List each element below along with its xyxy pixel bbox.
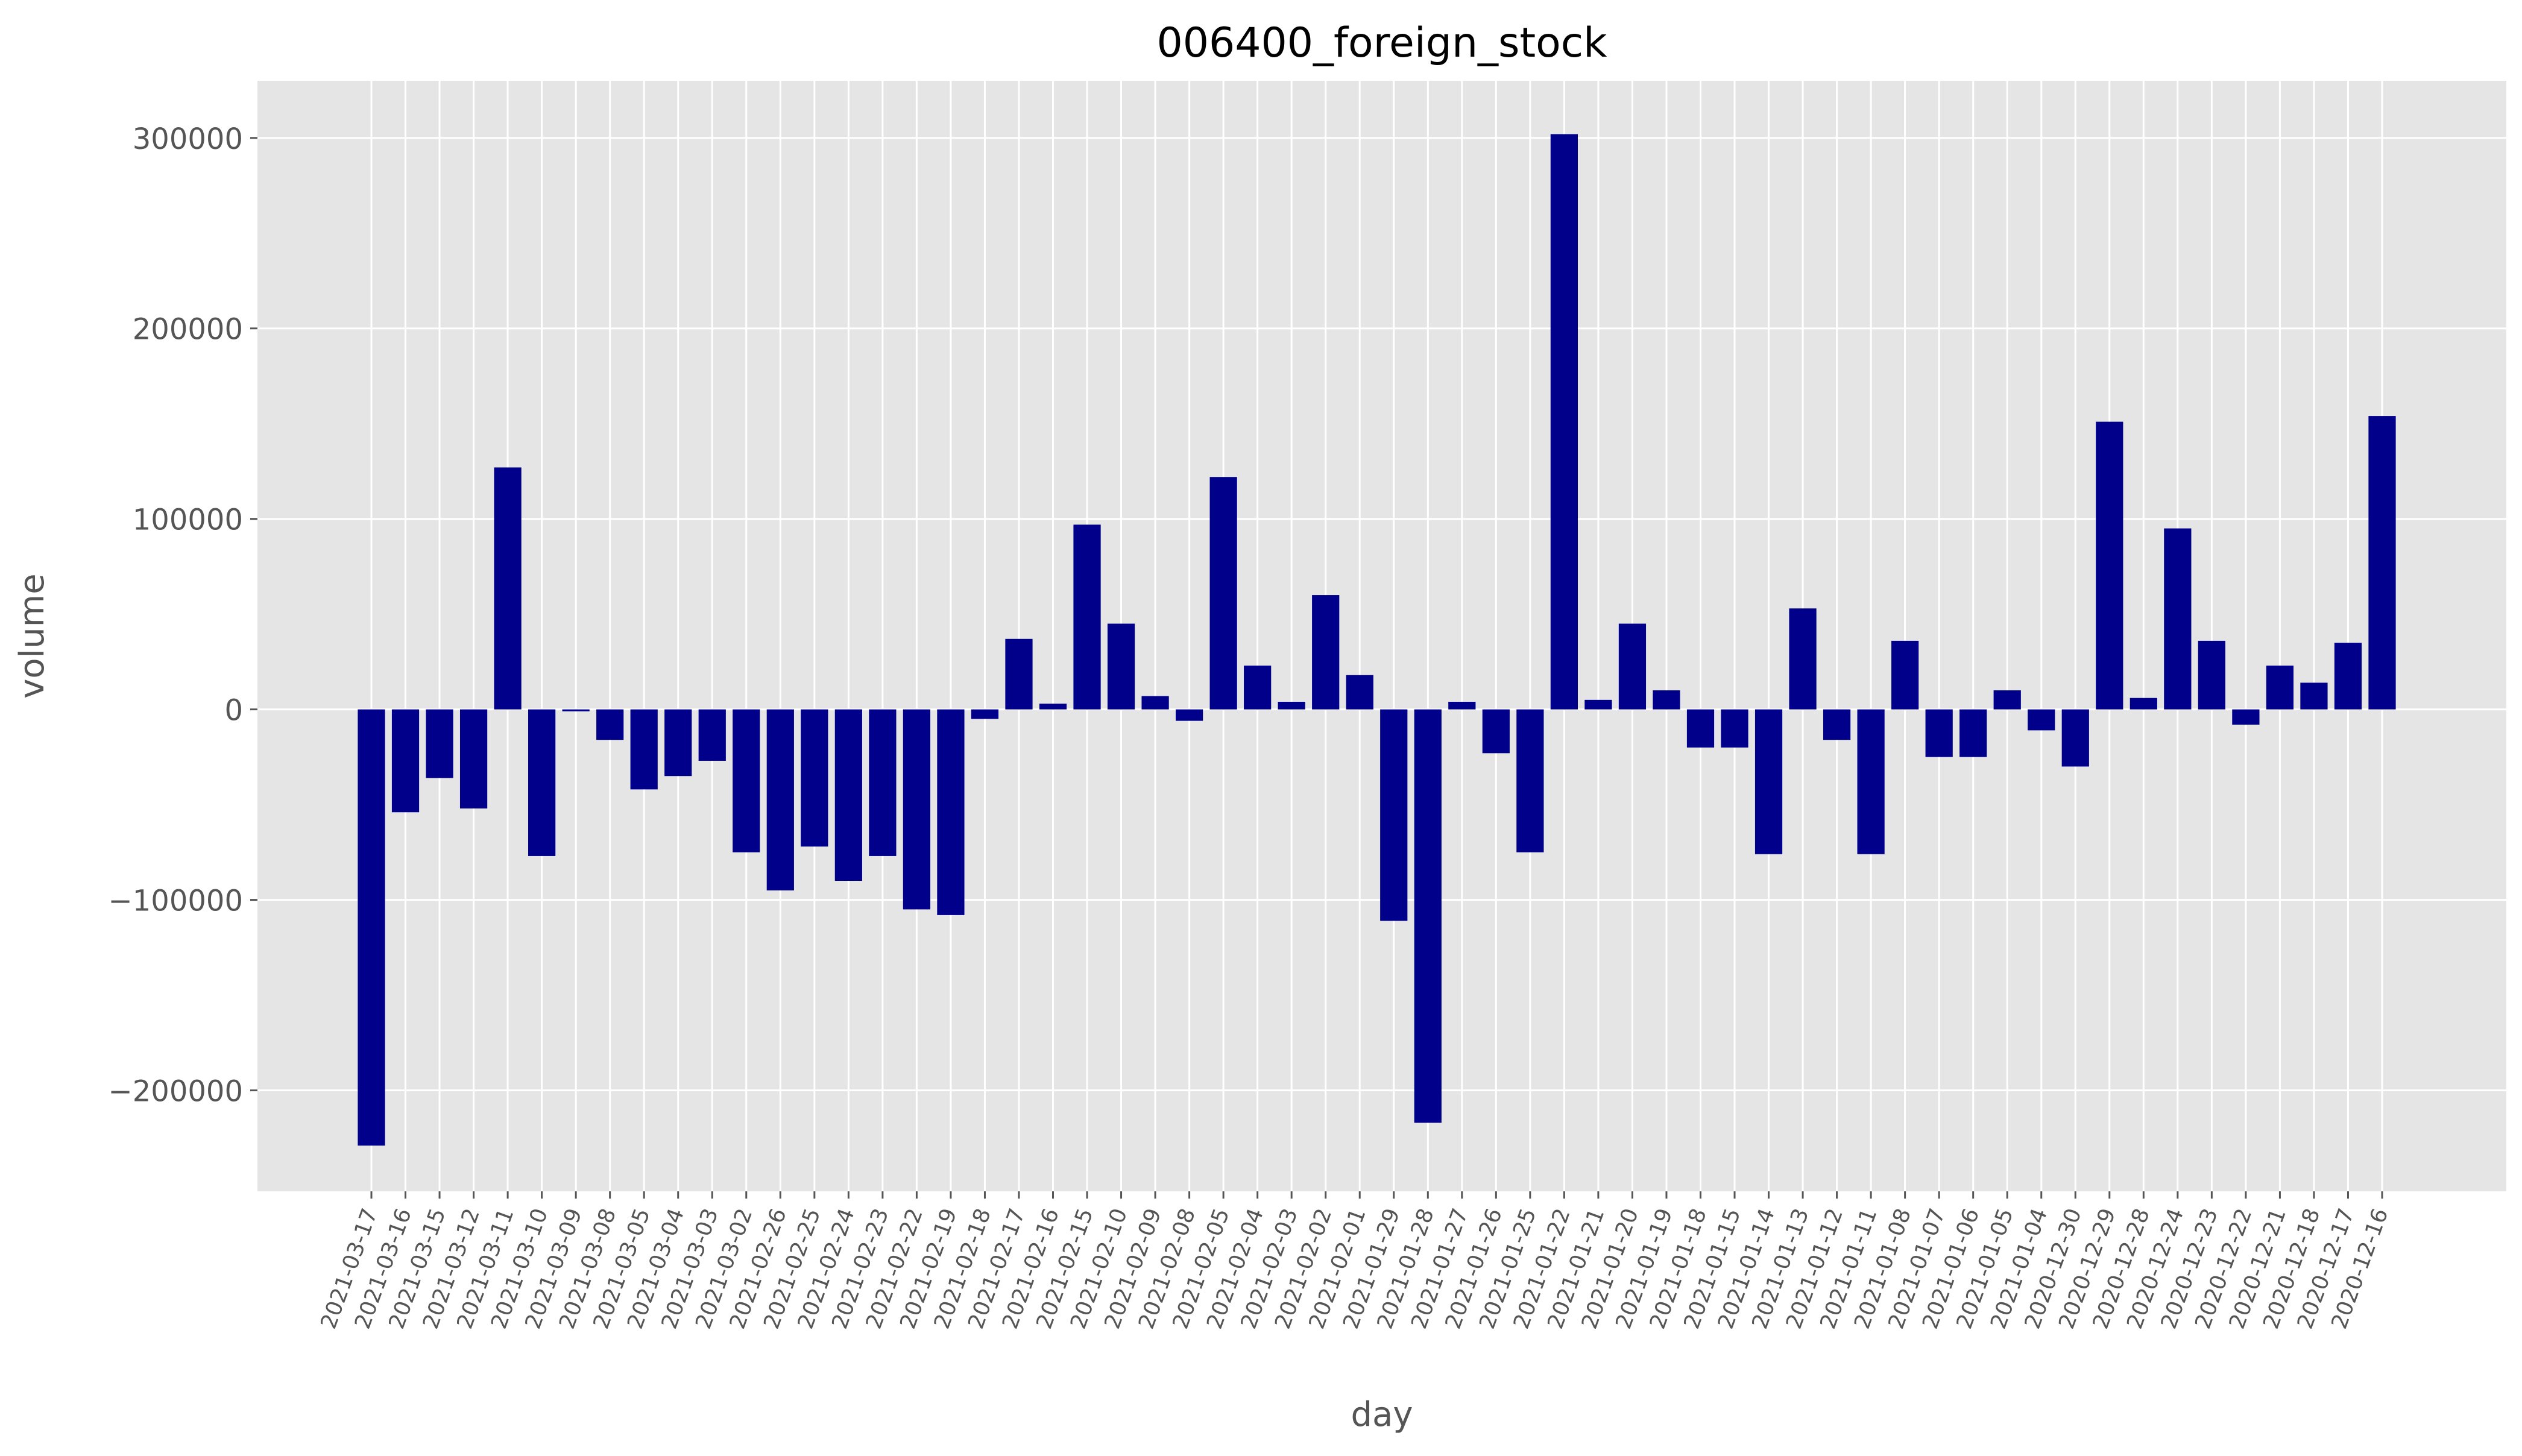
bar xyxy=(2232,709,2260,725)
bar xyxy=(1244,665,1272,710)
bar xyxy=(1107,623,1135,710)
y-axis-label: volume xyxy=(13,573,52,698)
x-axis-label: day xyxy=(1351,1395,1413,1434)
y-tick-label: −100000 xyxy=(109,884,243,918)
bar xyxy=(1278,702,1305,710)
x-axis-ticks: 2021-03-172021-03-162021-03-152021-03-12… xyxy=(316,1191,2393,1332)
bar xyxy=(1721,709,1748,748)
bar xyxy=(766,709,794,890)
bar xyxy=(1380,709,1408,921)
y-tick-label: 100000 xyxy=(133,503,243,537)
bar xyxy=(1414,709,1442,1123)
bar xyxy=(2028,709,2055,731)
y-tick-label: 200000 xyxy=(133,313,243,347)
bar xyxy=(562,709,590,711)
bar xyxy=(1959,709,1987,757)
bar xyxy=(2368,416,2396,710)
bar xyxy=(2198,640,2225,710)
bar xyxy=(494,467,522,710)
bar xyxy=(2061,709,2089,767)
bar xyxy=(2300,682,2328,710)
bar xyxy=(1516,709,1544,852)
bar xyxy=(1073,525,1101,710)
bar xyxy=(1618,623,1647,710)
bar xyxy=(1857,709,1885,854)
bar xyxy=(801,709,828,847)
bar xyxy=(358,709,385,1146)
bar xyxy=(459,709,488,808)
bar xyxy=(1141,696,1169,710)
bar xyxy=(1482,709,1510,754)
bars xyxy=(358,134,2396,1146)
bar xyxy=(869,709,897,856)
bar xyxy=(971,709,999,719)
bar xyxy=(1346,675,1373,710)
bar xyxy=(1039,704,1067,710)
bar xyxy=(1584,699,1612,710)
bar xyxy=(2334,643,2362,710)
bar xyxy=(1789,608,1817,710)
bar xyxy=(1550,134,1578,710)
plot-background xyxy=(257,81,2506,1191)
bar xyxy=(2130,698,2157,710)
bar xyxy=(630,709,658,790)
bar xyxy=(834,709,862,881)
bar xyxy=(937,709,965,915)
y-axis-ticks: −200000 −100000 0 100000 200000 300000 xyxy=(109,122,257,1109)
y-tick-label: 300000 xyxy=(133,122,243,156)
bar xyxy=(733,709,760,852)
bar xyxy=(1993,690,2021,710)
bar xyxy=(1005,638,1033,710)
y-tick-label: −200000 xyxy=(109,1075,243,1109)
bar xyxy=(903,709,931,910)
bar xyxy=(2266,665,2294,710)
bar xyxy=(1891,640,1919,710)
bar xyxy=(426,709,453,778)
y-tick-label: 0 xyxy=(224,694,243,728)
bar xyxy=(391,709,420,813)
bar xyxy=(2096,421,2123,710)
bar xyxy=(528,709,556,856)
bar xyxy=(664,709,692,777)
bar xyxy=(1686,709,1715,748)
bar xyxy=(596,709,624,740)
bar xyxy=(1176,709,1203,721)
bar xyxy=(1448,702,1476,710)
bar xyxy=(1823,709,1851,740)
bar xyxy=(1209,477,1237,710)
bar xyxy=(1312,595,1340,710)
chart-title: 006400_foreign_stock xyxy=(1156,19,1607,67)
bar xyxy=(1925,709,1953,757)
bar xyxy=(2164,528,2192,710)
bar xyxy=(698,709,726,761)
bar xyxy=(1754,709,1783,854)
bar xyxy=(1653,690,1680,710)
